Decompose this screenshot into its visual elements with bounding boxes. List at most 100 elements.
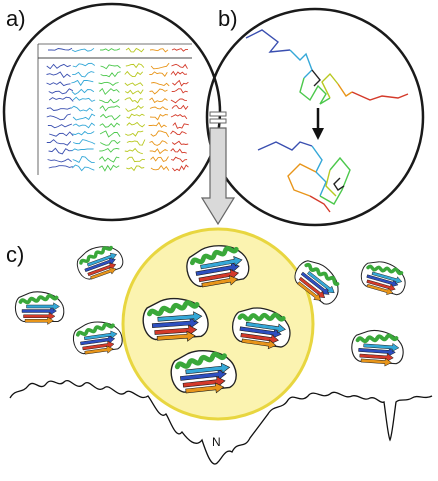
trajectory-trace [170,114,188,120]
trajectory-trace [149,48,169,53]
trajectory-trace [99,87,120,96]
trajectory-trace [149,106,168,110]
panel-a-label: a) [6,6,26,31]
trajectory-trace [171,88,188,94]
protein-element [26,302,60,311]
nonnative-structure [351,330,404,367]
protein-element [151,317,199,329]
protein-element [359,353,394,362]
chain-segment-orange [337,83,353,97]
protein-element [355,333,399,344]
protein-element [201,275,239,288]
trajectory-trace [170,70,188,77]
protein-element [241,338,277,350]
trajectory-trace [124,147,143,155]
trajectory-trace [124,70,144,78]
trajectory-trace [48,47,73,51]
protein-element [298,276,326,298]
trajectory-trace [125,130,144,137]
protein-element [84,345,114,355]
trajectory-trace [124,97,143,104]
trajectory-table [37,43,192,175]
protein-element [360,357,392,367]
native-structures [142,245,291,394]
trajectory-trace [99,122,121,128]
trajectory-trace [47,158,72,163]
protein-element [358,347,396,357]
chain-segment-blue [245,29,291,53]
trajectory-trace [150,156,169,162]
trajectory-trace [47,123,73,129]
trajectory-trace [46,81,71,87]
trajectory-trace [72,155,95,164]
trajectory-trace [170,98,187,104]
protein-element [198,269,240,283]
unfolded-chain [245,29,409,105]
trajectory-trace [72,96,96,102]
trajectory-trace [72,130,95,136]
protein-element [75,322,115,337]
native-minimum-label: N [212,435,221,449]
trajectory-trace [170,148,187,154]
trajectory-trace [171,104,189,110]
trajectory-trace [46,113,71,121]
trajectory-trace [172,164,189,172]
protein-element [90,267,117,280]
trajectory-trace [126,121,146,128]
protein-element [82,340,115,351]
protein-element [195,262,240,276]
protein-element [156,330,196,342]
panel-a-circle [2,2,222,222]
protein-element [366,274,399,288]
nonnative-structure [76,245,124,280]
energy-landscape-curve [9,380,433,465]
panel-c-label: c) [6,242,24,267]
panel-a [2,2,222,222]
trajectory-trace [149,148,168,155]
protein-element [80,335,116,346]
protein-element [86,252,117,267]
trajectory-trace [46,139,72,146]
trajectory-trace [126,156,145,163]
trajectory-trace [151,82,170,87]
trajectory-trace [49,131,74,137]
trajectory-trace [71,88,95,95]
protein-element [174,351,227,370]
trajectory-trace [98,156,120,163]
trajectory-trace [171,140,189,145]
trajectory-trace [124,89,144,95]
nonnative-structure [360,261,406,296]
protein-element [237,312,286,322]
protein-element [21,306,57,316]
panel-b-circle [205,7,425,227]
chain-segment-olive [321,72,339,99]
protein-element [18,293,59,305]
protein-element [189,246,239,266]
trajectory-trace [48,96,74,102]
chain-segment-red [309,195,331,213]
protein-element [245,321,286,334]
nonnative-structure [14,291,65,325]
trajectory-trace [124,82,144,87]
nonnative-structure [72,321,123,355]
trajectory-squiggles [46,47,189,172]
trajectory-trace [72,113,96,121]
trajectory-trace [72,62,96,68]
trajectory-trace [48,147,73,155]
nonnative-structures [14,245,406,367]
chain-segment-green [319,156,351,205]
trajectory-trace [46,107,72,111]
protein-element [304,262,340,286]
protein-element [147,300,200,317]
chain-segment-red [351,91,409,101]
protein-element [180,369,227,381]
chain-segment-cyan [289,49,313,79]
trajectory-trace [100,71,121,78]
trajectory-trace [72,71,95,78]
protein-element [240,332,279,345]
protein-element [297,281,322,301]
trajectory-trace [48,165,73,169]
protein-element [366,283,394,296]
trajectory-trace [72,122,96,129]
